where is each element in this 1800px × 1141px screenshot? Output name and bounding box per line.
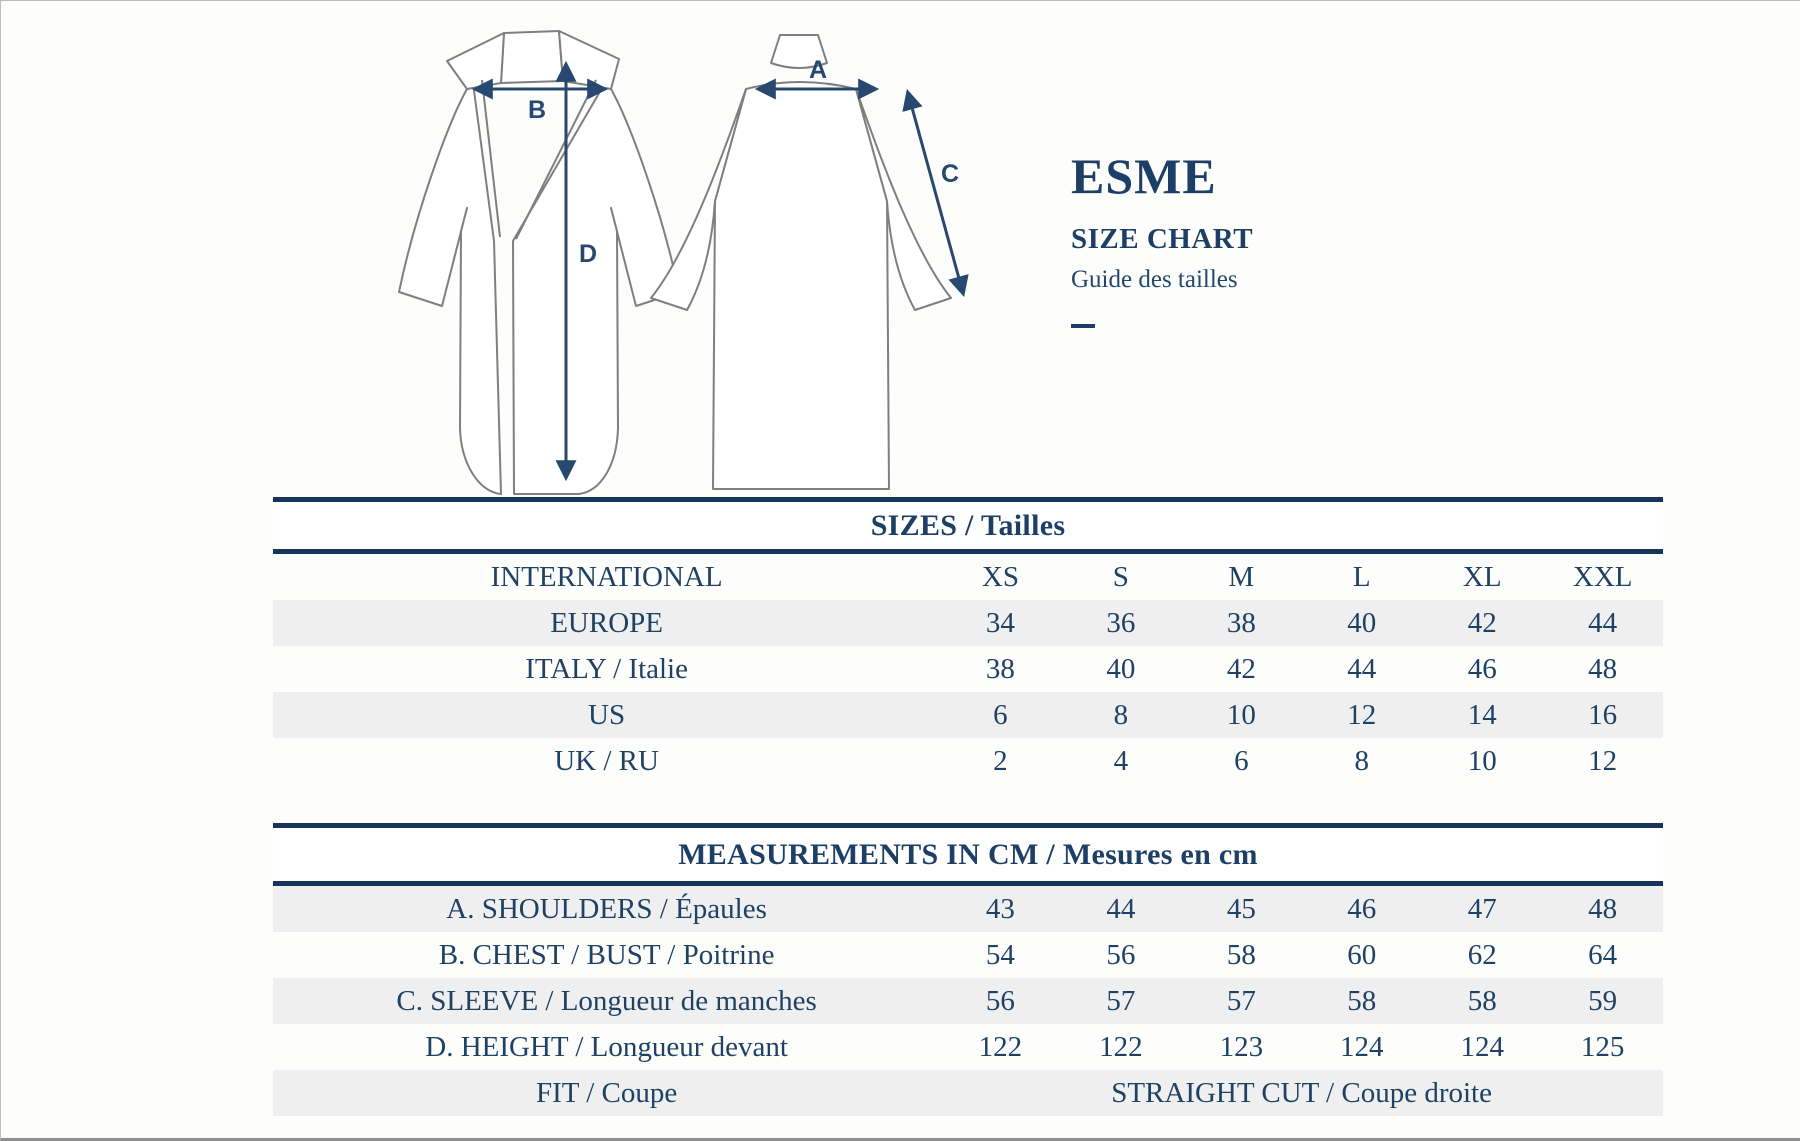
row-label: US — [588, 698, 626, 731]
cell: 48 — [1588, 892, 1618, 925]
table-row: US 6 8 10 12 14 16 — [273, 692, 1663, 738]
cell: 36 — [1106, 606, 1136, 639]
cell: 38 — [985, 652, 1015, 685]
cell: 38 — [1226, 606, 1256, 639]
sizes-table: SIZES / Tailles INTERNATIONAL XS S M L X… — [273, 497, 1663, 784]
cell: 16 — [1588, 698, 1618, 731]
cell: 125 — [1580, 1030, 1625, 1063]
cell: XS — [981, 560, 1019, 593]
row-label: INTERNATIONAL — [490, 560, 723, 593]
cell: 54 — [985, 938, 1015, 971]
row-label: B. CHEST / BUST / Poitrine — [438, 938, 775, 971]
measurements-table: MEASUREMENTS IN CM / Mesures en cm A. SH… — [273, 823, 1663, 1116]
sizes-table-title: SIZES / Tailles — [273, 502, 1663, 549]
cell: 44 — [1106, 892, 1136, 925]
cell: 40 — [1347, 606, 1377, 639]
cell: 44 — [1588, 606, 1618, 639]
table-row: B. CHEST / BUST / Poitrine 54 56 58 60 6… — [273, 932, 1663, 978]
arrow-c-sleeve — [902, 88, 969, 298]
measure-label-d: D — [579, 240, 597, 268]
cell: 48 — [1588, 652, 1618, 685]
page-title: SIZE CHART — [1071, 223, 1254, 255]
cell: 64 — [1588, 938, 1618, 971]
cell: 6 — [993, 698, 1008, 731]
cell: 122 — [1099, 1030, 1143, 1063]
cell: 42 — [1467, 606, 1497, 639]
cell: 124 — [1340, 1030, 1384, 1063]
cell: 8 — [1354, 744, 1370, 777]
cell: 60 — [1347, 938, 1377, 971]
table-row-fit: FIT / Coupe STRAIGHT CUT / Coupe droite — [273, 1070, 1663, 1116]
cell: 44 — [1347, 652, 1377, 685]
table-rule — [273, 549, 1663, 554]
cell: 58 — [1467, 984, 1497, 1017]
measure-arrows — [471, 60, 969, 482]
cell: 43 — [985, 892, 1015, 925]
brand-name: ESME — [1071, 148, 1217, 204]
garment-diagram: B D A C — [398, 30, 969, 495]
cell: 58 — [1226, 938, 1256, 971]
row-label: C. SLEEVE / Longueur de manches — [396, 984, 817, 1017]
cell: 40 — [1106, 652, 1136, 685]
title-block: ESME SIZE CHART Guide des tailles — [1071, 151, 1253, 328]
cell: S — [1112, 560, 1129, 593]
cell: 59 — [1588, 984, 1618, 1017]
cell: 123 — [1219, 1030, 1264, 1063]
cell: 122 — [978, 1030, 1023, 1063]
cell: 42 — [1226, 652, 1256, 685]
measure-label-b: B — [528, 96, 546, 124]
cell: 47 — [1467, 892, 1497, 925]
table-rule — [273, 497, 1663, 502]
row-label: UK / RU — [554, 744, 659, 777]
cell: XXL — [1572, 560, 1633, 593]
measure-label-c: C — [941, 160, 959, 188]
cell: 12 — [1588, 744, 1618, 777]
cell: XL — [1462, 560, 1502, 593]
table-row: A. SHOULDERS / Épaules 43 44 45 46 47 48 — [273, 886, 1663, 932]
row-label: FIT / Coupe — [535, 1076, 678, 1109]
cell: 57 — [1106, 984, 1136, 1017]
row-label: D. HEIGHT / Longueur devant — [425, 1030, 788, 1063]
cell: 6 — [1234, 744, 1249, 777]
table-row: C. SLEEVE / Longueur de manches 56 57 57… — [273, 978, 1663, 1024]
table-row: UK / RU 2 4 6 8 10 12 — [273, 738, 1663, 784]
cell: 4 — [1113, 744, 1129, 777]
cell: 56 — [1106, 938, 1136, 971]
cell: 56 — [985, 984, 1015, 1017]
table-row: ITALY / Italie 38 40 42 44 46 48 — [273, 646, 1663, 692]
cell: L — [1352, 560, 1371, 593]
cell: 34 — [985, 606, 1015, 639]
row-label: A. SHOULDERS / Épaules — [446, 892, 767, 925]
cell: 45 — [1226, 892, 1256, 925]
table-row: INTERNATIONAL XS S M L XL XXL — [273, 554, 1663, 600]
cell: 14 — [1467, 698, 1497, 731]
table-row: EUROPE 34 36 38 40 42 44 — [273, 600, 1663, 646]
table-row: D. HEIGHT / Longueur devant 122 122 123 … — [273, 1024, 1663, 1070]
cell: 10 — [1226, 698, 1256, 731]
row-label: EUROPE — [550, 606, 663, 639]
page-subtitle: Guide des tailles — [1071, 266, 1238, 293]
table-rule — [273, 823, 1663, 828]
cell: 8 — [1113, 698, 1129, 731]
cell: 12 — [1347, 698, 1377, 731]
title-divider — [1071, 324, 1095, 328]
fit-value: STRAIGHT CUT / Coupe droite — [1111, 1076, 1492, 1109]
cell: 57 — [1226, 984, 1256, 1017]
cell: 46 — [1347, 892, 1377, 925]
measure-label-a: A — [809, 56, 827, 84]
measurements-table-title: MEASUREMENTS IN CM / Mesures en cm — [273, 828, 1663, 881]
cell: 62 — [1467, 938, 1497, 971]
cell: 10 — [1467, 744, 1497, 777]
coat-back-sketch — [650, 34, 952, 490]
cell: 46 — [1467, 652, 1497, 685]
cell: 124 — [1460, 1030, 1504, 1063]
cell: 2 — [993, 744, 1008, 777]
table-rule — [273, 881, 1663, 886]
cell: 58 — [1347, 984, 1377, 1017]
row-label: ITALY / Italie — [525, 652, 688, 685]
cell: M — [1228, 560, 1255, 593]
